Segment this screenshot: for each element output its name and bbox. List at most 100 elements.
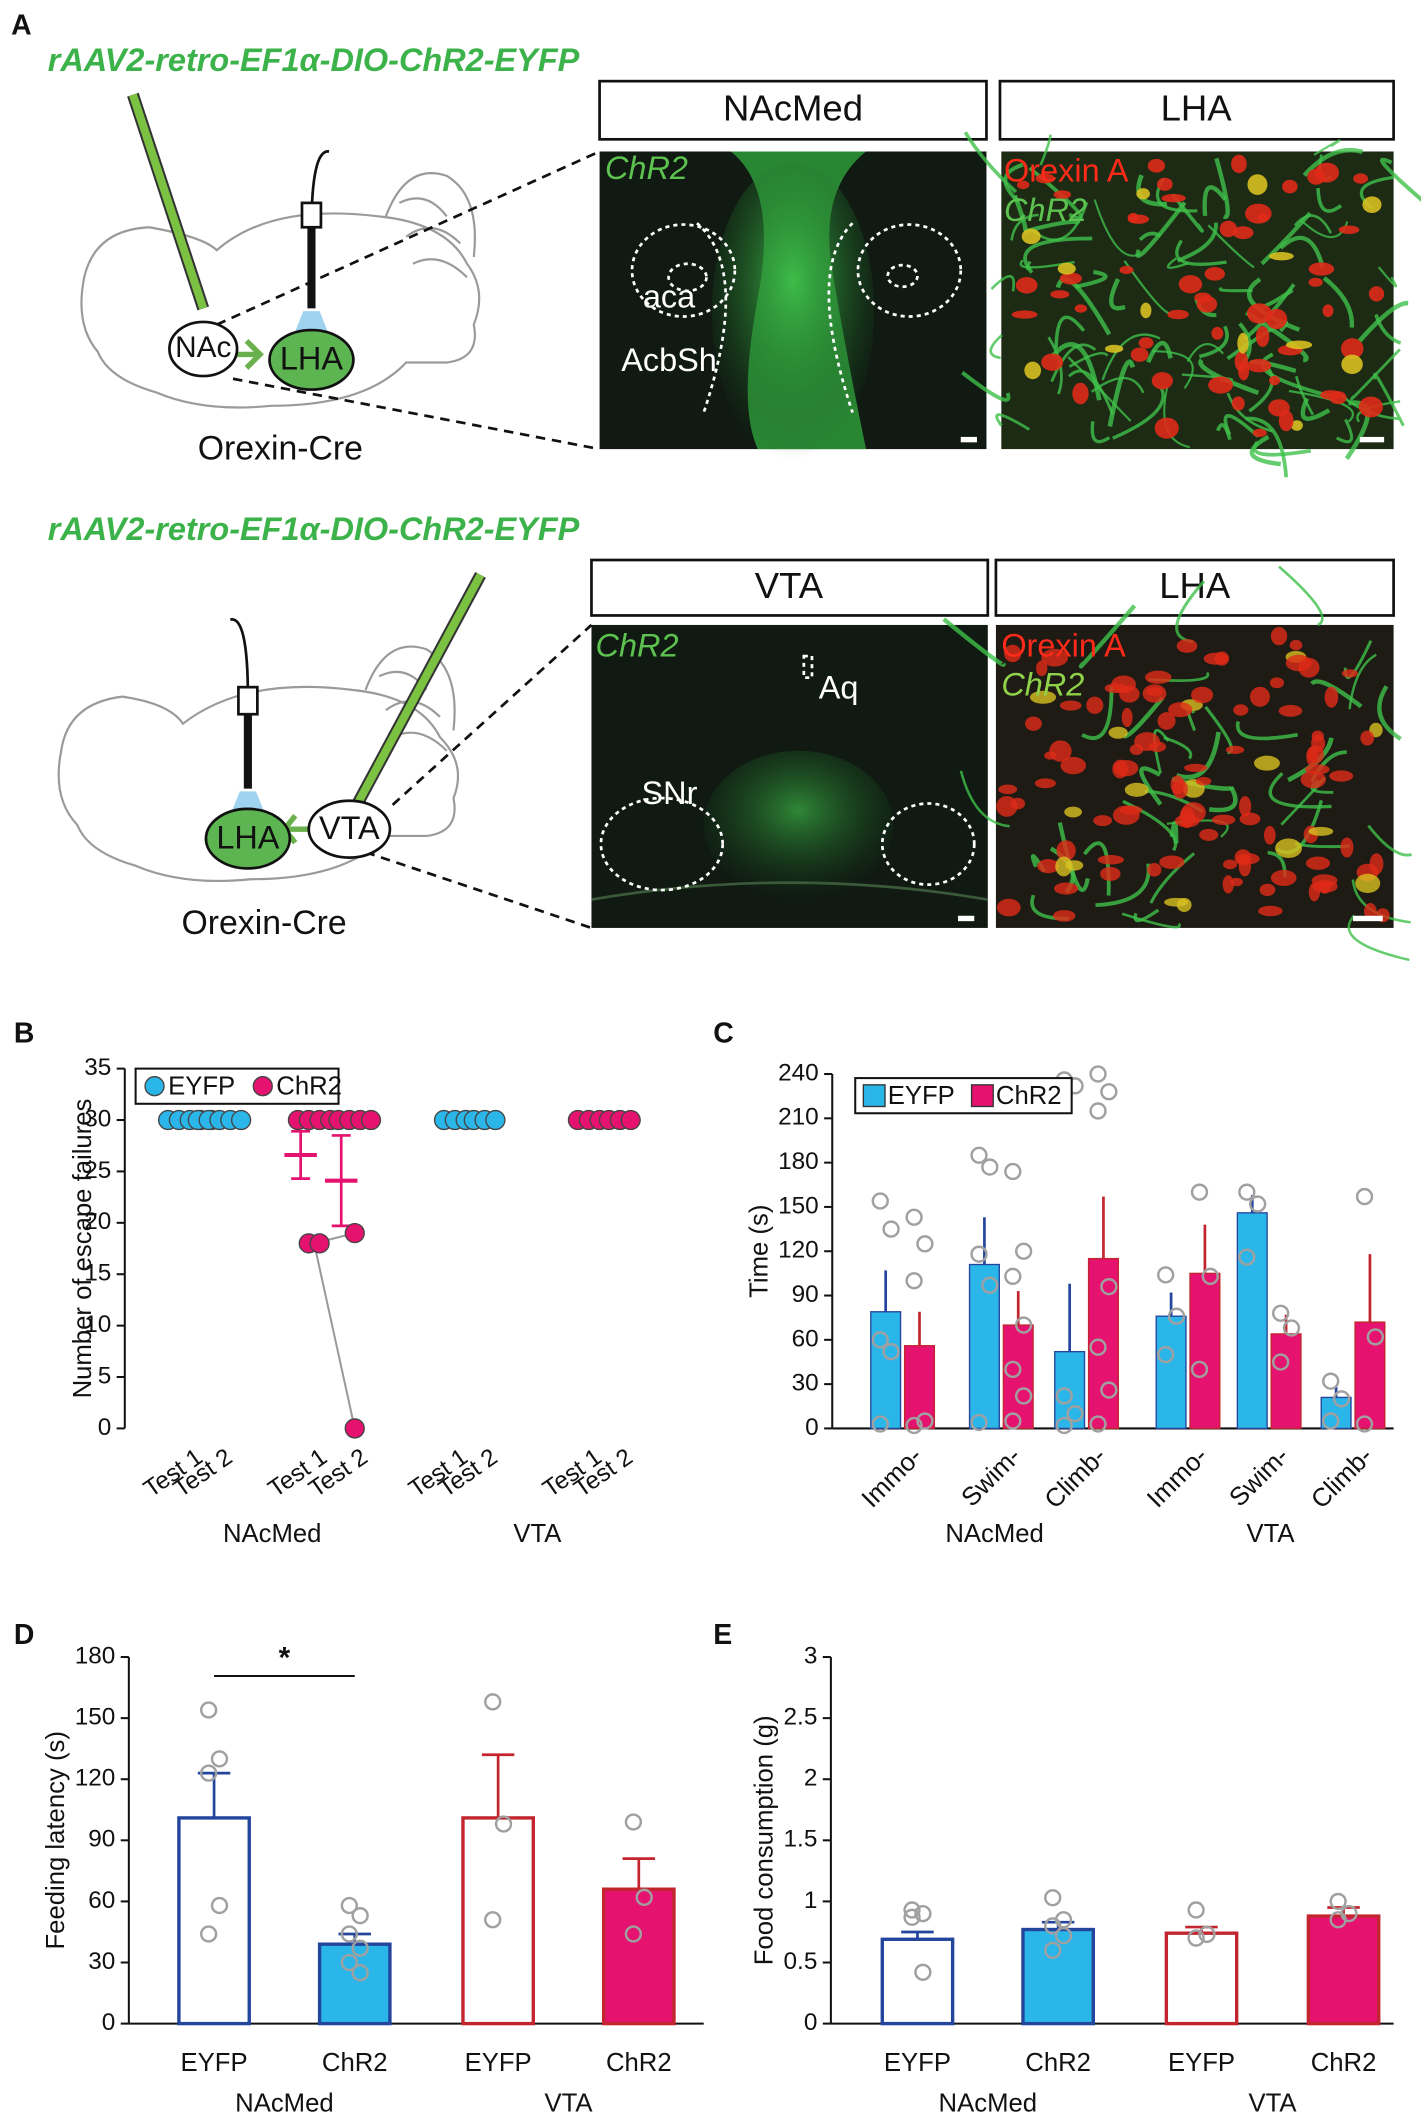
y-tick-label: 1 [804, 1887, 818, 1914]
x-tick-label: EYFP [465, 2049, 532, 2077]
fiber [1176, 222, 1218, 263]
data-point [494, 1815, 513, 1833]
cell [1052, 910, 1076, 922]
y-tick-label: 30 [84, 1105, 111, 1132]
fiber [1025, 260, 1032, 271]
construct: rAAV2-retro-EF1α-DIO-ChR2-EYFP [48, 511, 580, 547]
x-tick-label: Swim- [1224, 1442, 1294, 1512]
fiber [1010, 213, 1039, 241]
zoom-line [216, 150, 601, 451]
y-tick-label: 0 [102, 2009, 116, 2036]
fiber [1374, 313, 1402, 345]
fiber [1214, 157, 1230, 220]
cell [1308, 277, 1323, 287]
cell [1093, 815, 1113, 827]
cell [1195, 776, 1212, 786]
fiber [1367, 824, 1412, 857]
fiber [1039, 134, 1052, 166]
y-tick-label: 120 [75, 1765, 116, 1792]
data-point [340, 1896, 358, 1915]
data-point [1044, 1917, 1062, 1935]
image-label: ChR2 [605, 150, 688, 186]
data-point [1332, 1390, 1351, 1408]
fiber [1322, 276, 1354, 328]
y-axis-label: Food consumption (g) [751, 1715, 779, 1965]
group-label: VTA [1246, 1520, 1295, 1548]
panel-label: E [713, 1619, 732, 1651]
cell [1247, 174, 1268, 195]
cell [1252, 428, 1267, 438]
data-point [1355, 1187, 1374, 1206]
cell [1041, 353, 1064, 371]
image-title-box [998, 79, 1395, 141]
data-point [1089, 1102, 1107, 1120]
cell [1144, 670, 1172, 684]
region-label: LHA [216, 820, 279, 856]
y-tick-label: 35 [84, 1054, 111, 1081]
cell [1059, 272, 1082, 285]
region [204, 807, 292, 870]
fiber [942, 617, 1006, 667]
cell [1157, 712, 1176, 730]
data-point [1066, 1405, 1084, 1423]
cell [1074, 304, 1088, 313]
fiber [1252, 440, 1312, 457]
data-point [914, 1963, 932, 1981]
y-axis-label: Time (s) [745, 1205, 773, 1298]
data-point [1100, 1278, 1118, 1296]
image-label: Orexin A [1001, 628, 1126, 664]
bar [1270, 1333, 1302, 1430]
data-point [1100, 1083, 1118, 1101]
fiber [1133, 908, 1160, 923]
fiber [1260, 352, 1332, 399]
significance-label: * [279, 1642, 291, 1675]
cell [1170, 775, 1185, 795]
cell [1230, 877, 1243, 887]
cell [1338, 225, 1360, 235]
bar [1164, 1931, 1239, 2026]
cell [1311, 734, 1326, 753]
data-point [1329, 1892, 1347, 1911]
cell [1308, 882, 1320, 902]
data-point [351, 1964, 369, 1982]
fiber [1300, 397, 1331, 421]
panel-label: C [713, 1017, 734, 1049]
roi [696, 222, 854, 413]
cell [1223, 859, 1238, 870]
cell [1064, 806, 1082, 818]
fiber [1380, 157, 1421, 202]
bar [1002, 1324, 1034, 1430]
cell [1246, 358, 1272, 373]
fiber [1149, 852, 1196, 904]
fiber [1101, 333, 1161, 381]
data-point [1014, 1316, 1033, 1334]
cell [1024, 361, 1042, 380]
bar [1354, 1321, 1386, 1430]
data-point [905, 1208, 923, 1226]
fiber [1293, 214, 1333, 234]
bar [601, 1887, 676, 2026]
fiber [1218, 286, 1253, 293]
data-point [1014, 1387, 1033, 1405]
data-point [1355, 1415, 1374, 1433]
legend-label: ChR2 [996, 1082, 1062, 1110]
projection [237, 338, 264, 370]
cell [1124, 782, 1149, 797]
cell [1136, 188, 1150, 200]
data-point [340, 1953, 358, 1972]
y-tick-label: 210 [778, 1104, 819, 1131]
data-point [340, 1925, 358, 1943]
y-tick-label: 2.5 [784, 1704, 818, 1731]
cell [1147, 158, 1166, 173]
fiber [1357, 300, 1409, 343]
cell [1270, 869, 1297, 886]
cell [1269, 252, 1294, 261]
cell [1127, 214, 1150, 224]
fiber [1249, 434, 1281, 467]
cell [1176, 639, 1198, 653]
group-label: NAcMed [945, 1520, 1044, 1548]
roi [630, 223, 737, 318]
data-point [1100, 1381, 1118, 1399]
y-tick-label: 60 [88, 1887, 115, 1914]
cell [1237, 332, 1249, 354]
